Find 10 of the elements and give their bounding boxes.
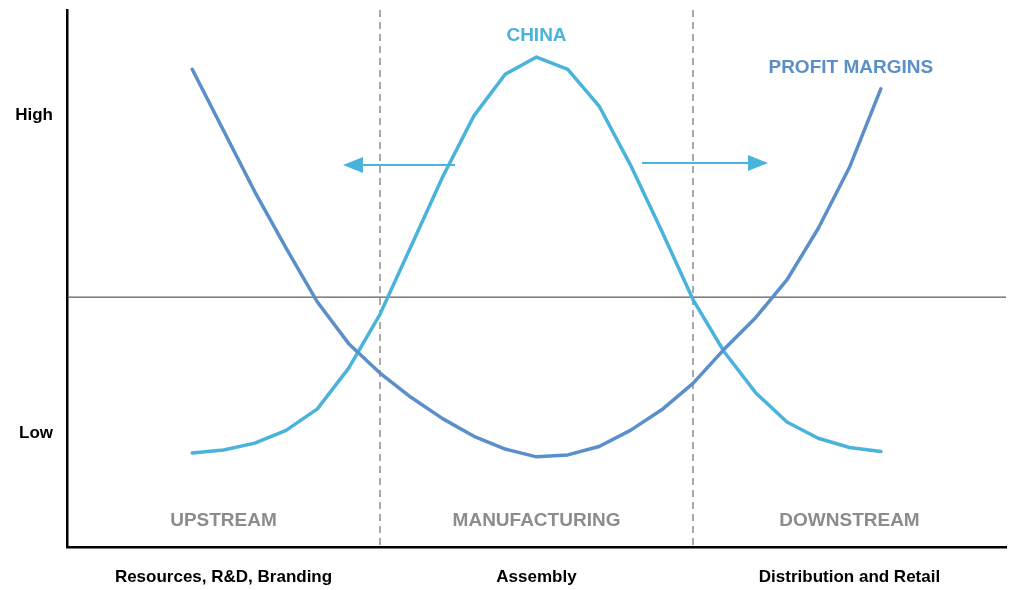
annotation: UPSTREAM bbox=[170, 509, 277, 531]
series-label: PROFIT MARGINS bbox=[768, 55, 934, 77]
x-tick-label: Assembly bbox=[496, 566, 578, 586]
annotation: DOWNSTREAM bbox=[779, 509, 920, 531]
text: Low bbox=[19, 422, 54, 442]
series-label: CHINA bbox=[506, 23, 567, 45]
x-tick-label: Resources, R&D, Branding bbox=[114, 566, 333, 586]
text: High bbox=[15, 104, 53, 124]
annotation: MANUFACTURING bbox=[452, 509, 621, 531]
x-tick-label: Distribution and Retail bbox=[758, 566, 941, 586]
